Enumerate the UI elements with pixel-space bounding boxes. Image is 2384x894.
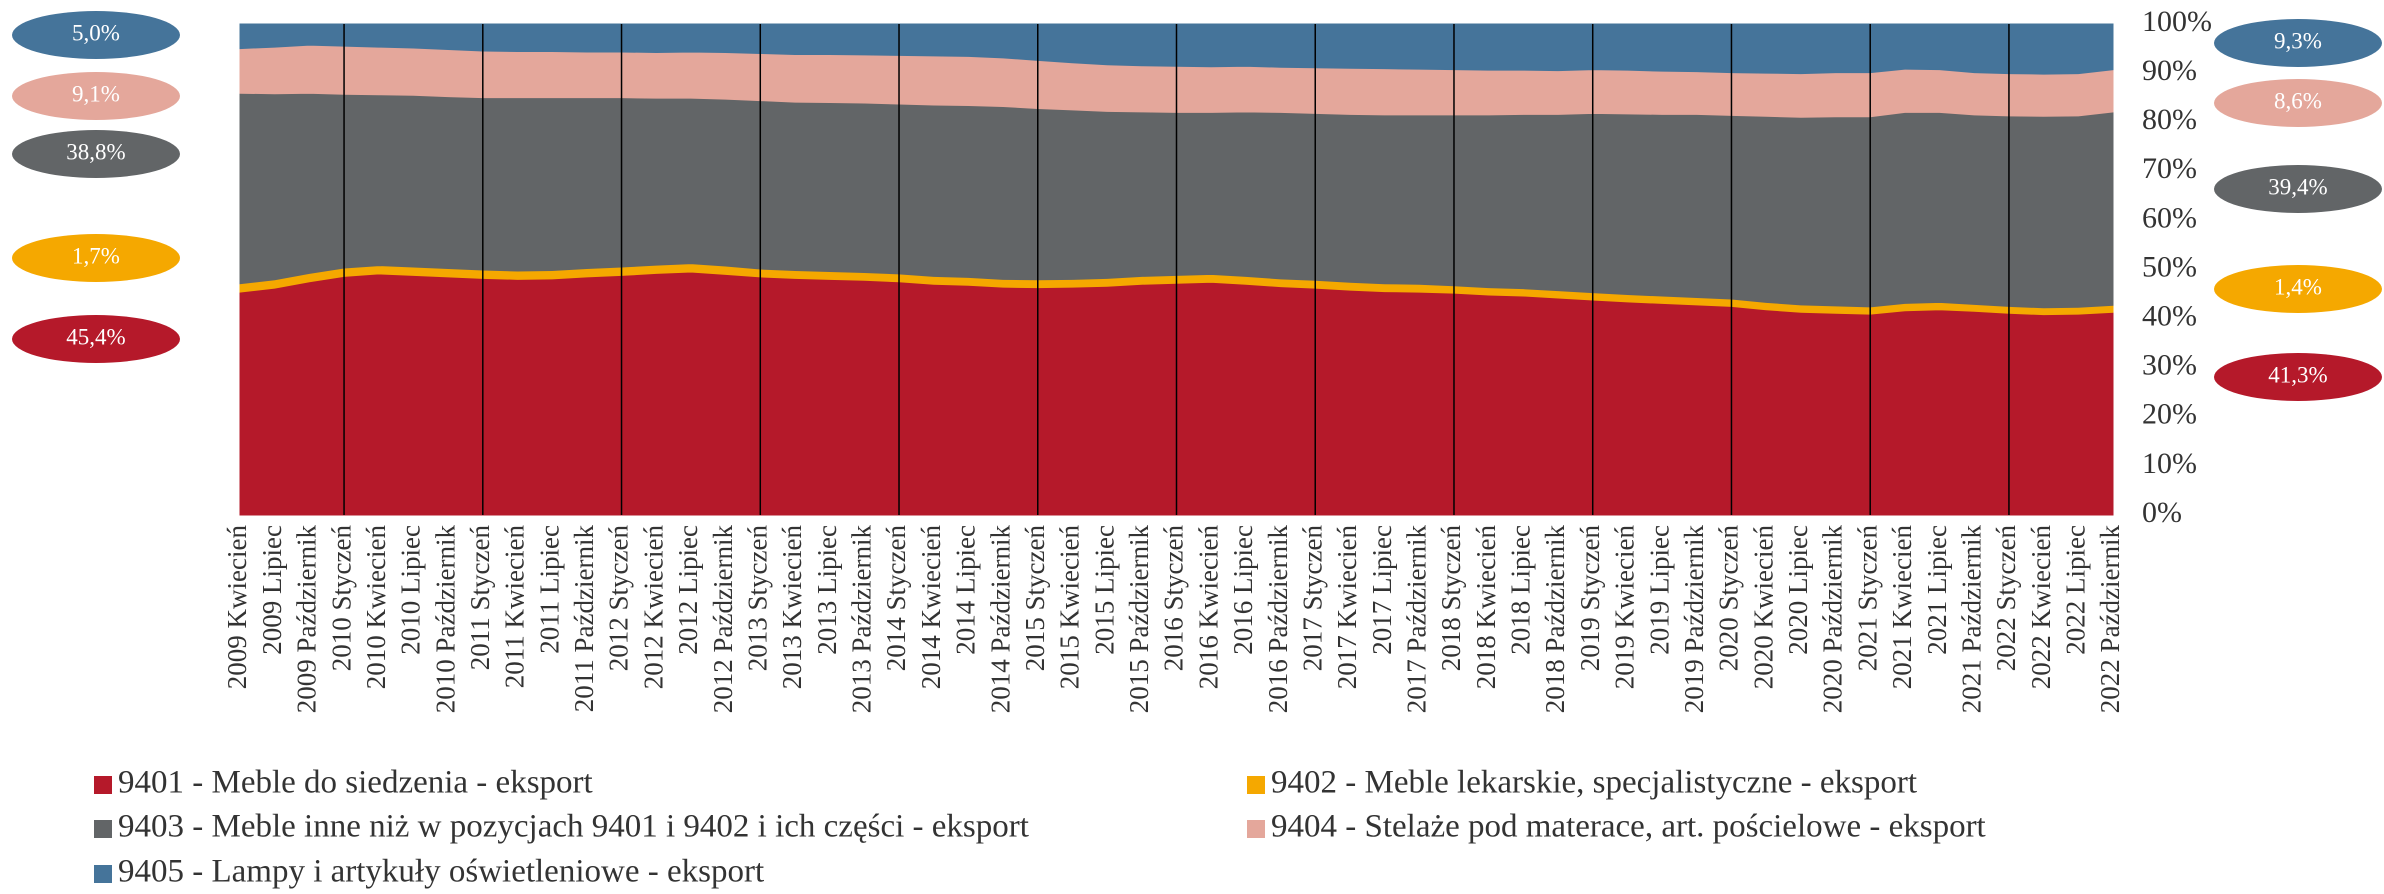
value-label: 45,4% — [66, 324, 125, 349]
x-tick-label: 2014 Październik — [985, 525, 1015, 714]
y-tick-label: 0% — [2142, 496, 2182, 529]
x-tick-label: 2022 Październik — [2095, 525, 2125, 714]
y-tick-label: 30% — [2142, 349, 2197, 382]
x-tick-label: 2009 Październik — [292, 525, 322, 714]
value-label-badge — [12, 72, 180, 120]
y-tick-label: 60% — [2142, 201, 2197, 234]
value-label-badge — [12, 11, 180, 59]
x-tick-label: 2013 Kwiecień — [777, 525, 807, 690]
x-tick-label: 2011 Styczeń — [465, 525, 495, 671]
value-label-badge — [2214, 79, 2382, 127]
x-tick-label: 2010 Lipiec — [396, 525, 426, 655]
x-tick-label: 2022 Styczeń — [1991, 525, 2021, 672]
x-tick-label: 2021 Styczeń — [1852, 525, 1882, 672]
x-tick-label: 2016 Październik — [1263, 525, 1293, 714]
x-tick-label: 2016 Styczeń — [1159, 525, 1189, 672]
legend-label: 9405 - Lampy i artykuły oświetleniowe - … — [118, 854, 764, 890]
x-tick-label: 2014 Styczeń — [881, 525, 911, 672]
x-tick-label: 2010 Styczeń — [326, 525, 356, 672]
legend-swatch — [1247, 820, 1265, 838]
x-tick-label: 2018 Lipiec — [1506, 525, 1536, 655]
value-label-badge — [12, 234, 180, 282]
value-label: 1,4% — [2274, 274, 2322, 299]
x-tick-label: 2011 Kwiecień — [500, 525, 530, 689]
x-tick-label: 2018 Październik — [1540, 525, 1570, 714]
x-tick-label: 2019 Kwiecień — [1610, 525, 1640, 690]
value-label: 5,0% — [72, 20, 120, 45]
x-tick-label: 2011 Lipiec — [534, 525, 564, 654]
value-label: 8,6% — [2274, 88, 2322, 113]
x-tick-label: 2013 Październik — [847, 525, 877, 714]
y-tick-label: 20% — [2142, 398, 2197, 431]
x-tick-label: 2010 Październik — [430, 525, 460, 714]
value-label-badge — [2214, 265, 2382, 313]
x-tick-label: 2019 Styczeń — [1575, 525, 1605, 672]
x-tick-label: 2010 Kwiecień — [361, 525, 391, 690]
x-tick-label: 2020 Kwiecień — [1748, 525, 1778, 690]
y-tick-label: 100% — [2142, 5, 2212, 38]
x-tick-label: 2015 Styczeń — [1020, 525, 1050, 672]
legend-swatch — [1247, 776, 1265, 794]
x-tick-label: 2014 Kwiecień — [916, 525, 946, 690]
x-tick-label: 2009 Lipiec — [257, 525, 287, 655]
x-tick-label: 2012 Październik — [708, 525, 738, 714]
x-tick-label: 2018 Styczeń — [1436, 525, 1466, 672]
x-tick-label: 2016 Lipiec — [1228, 525, 1258, 655]
x-tick-label: 2020 Styczeń — [1714, 525, 1744, 672]
legend-label: 9402 - Meble lekarskie, specjalistyczne … — [1271, 765, 1917, 801]
x-tick-label: 2016 Kwiecień — [1193, 525, 1223, 690]
y-tick-label: 80% — [2142, 103, 2197, 136]
value-label: 9,3% — [2274, 28, 2322, 53]
value-label: 38,8% — [66, 139, 125, 164]
legend-label: 9404 - Stelaże pod materace, art. poście… — [1271, 809, 1986, 845]
x-tick-label: 2015 Kwiecień — [1055, 525, 1085, 690]
y-tick-label: 40% — [2142, 299, 2197, 332]
x-tick-label: 2019 Październik — [1679, 525, 1709, 714]
y-tick-label: 50% — [2142, 250, 2197, 283]
x-tick-label: 2017 Styczeń — [1297, 525, 1327, 672]
x-tick-label: 2022 Lipiec — [2061, 525, 2091, 655]
value-label: 1,7% — [72, 243, 120, 268]
legend-swatch — [94, 865, 112, 883]
x-tick-label: 2021 Październik — [1956, 525, 1986, 714]
value-label-badge — [2214, 165, 2382, 213]
x-tick-label: 2020 Październik — [1818, 525, 1848, 714]
x-tick-label: 2020 Lipiec — [1783, 525, 1813, 655]
x-tick-label: 2017 Kwiecień — [1332, 525, 1362, 690]
legend-label: 9401 - Meble do siedzenia - eksport — [118, 765, 593, 801]
legend-swatch — [94, 776, 112, 794]
x-tick-label: 2013 Styczeń — [742, 525, 772, 672]
x-tick-label: 2021 Lipiec — [1922, 525, 1952, 655]
value-label-badge — [12, 315, 180, 363]
value-label: 9,1% — [72, 81, 120, 106]
x-tick-label: 2019 Lipiec — [1644, 525, 1674, 655]
x-tick-label: 2009 Kwiecień — [222, 525, 252, 690]
x-tick-label: 2015 Październik — [1124, 525, 1154, 714]
y-tick-label: 90% — [2142, 54, 2197, 87]
y-tick-label: 70% — [2142, 152, 2197, 185]
x-tick-label: 2013 Lipiec — [812, 525, 842, 655]
x-tick-label: 2018 Kwiecień — [1471, 525, 1501, 690]
x-tick-label: 2012 Styczeń — [604, 525, 634, 672]
x-tick-label: 2012 Lipiec — [673, 525, 703, 655]
x-tick-label: 2022 Kwiecień — [2026, 525, 2056, 690]
y-tick-label: 10% — [2142, 447, 2197, 480]
x-tick-label: 2017 Październik — [1401, 525, 1431, 714]
x-tick-label: 2011 Październik — [569, 525, 599, 713]
x-tick-label: 2021 Kwiecień — [1887, 525, 1917, 690]
value-label-badge — [2214, 353, 2382, 401]
x-tick-label: 2014 Lipiec — [951, 525, 981, 655]
x-tick-label: 2017 Lipiec — [1367, 525, 1397, 655]
x-tick-label: 2015 Lipiec — [1089, 525, 1119, 655]
value-label-badge — [2214, 19, 2382, 67]
value-label-badge — [12, 130, 180, 178]
x-tick-label: 2012 Kwiecień — [638, 525, 668, 690]
legend-swatch — [94, 820, 112, 838]
legend-label: 9403 - Meble inne niż w pozycjach 9401 i… — [118, 809, 1029, 845]
value-label: 39,4% — [2268, 174, 2327, 199]
value-label: 41,3% — [2268, 362, 2327, 387]
